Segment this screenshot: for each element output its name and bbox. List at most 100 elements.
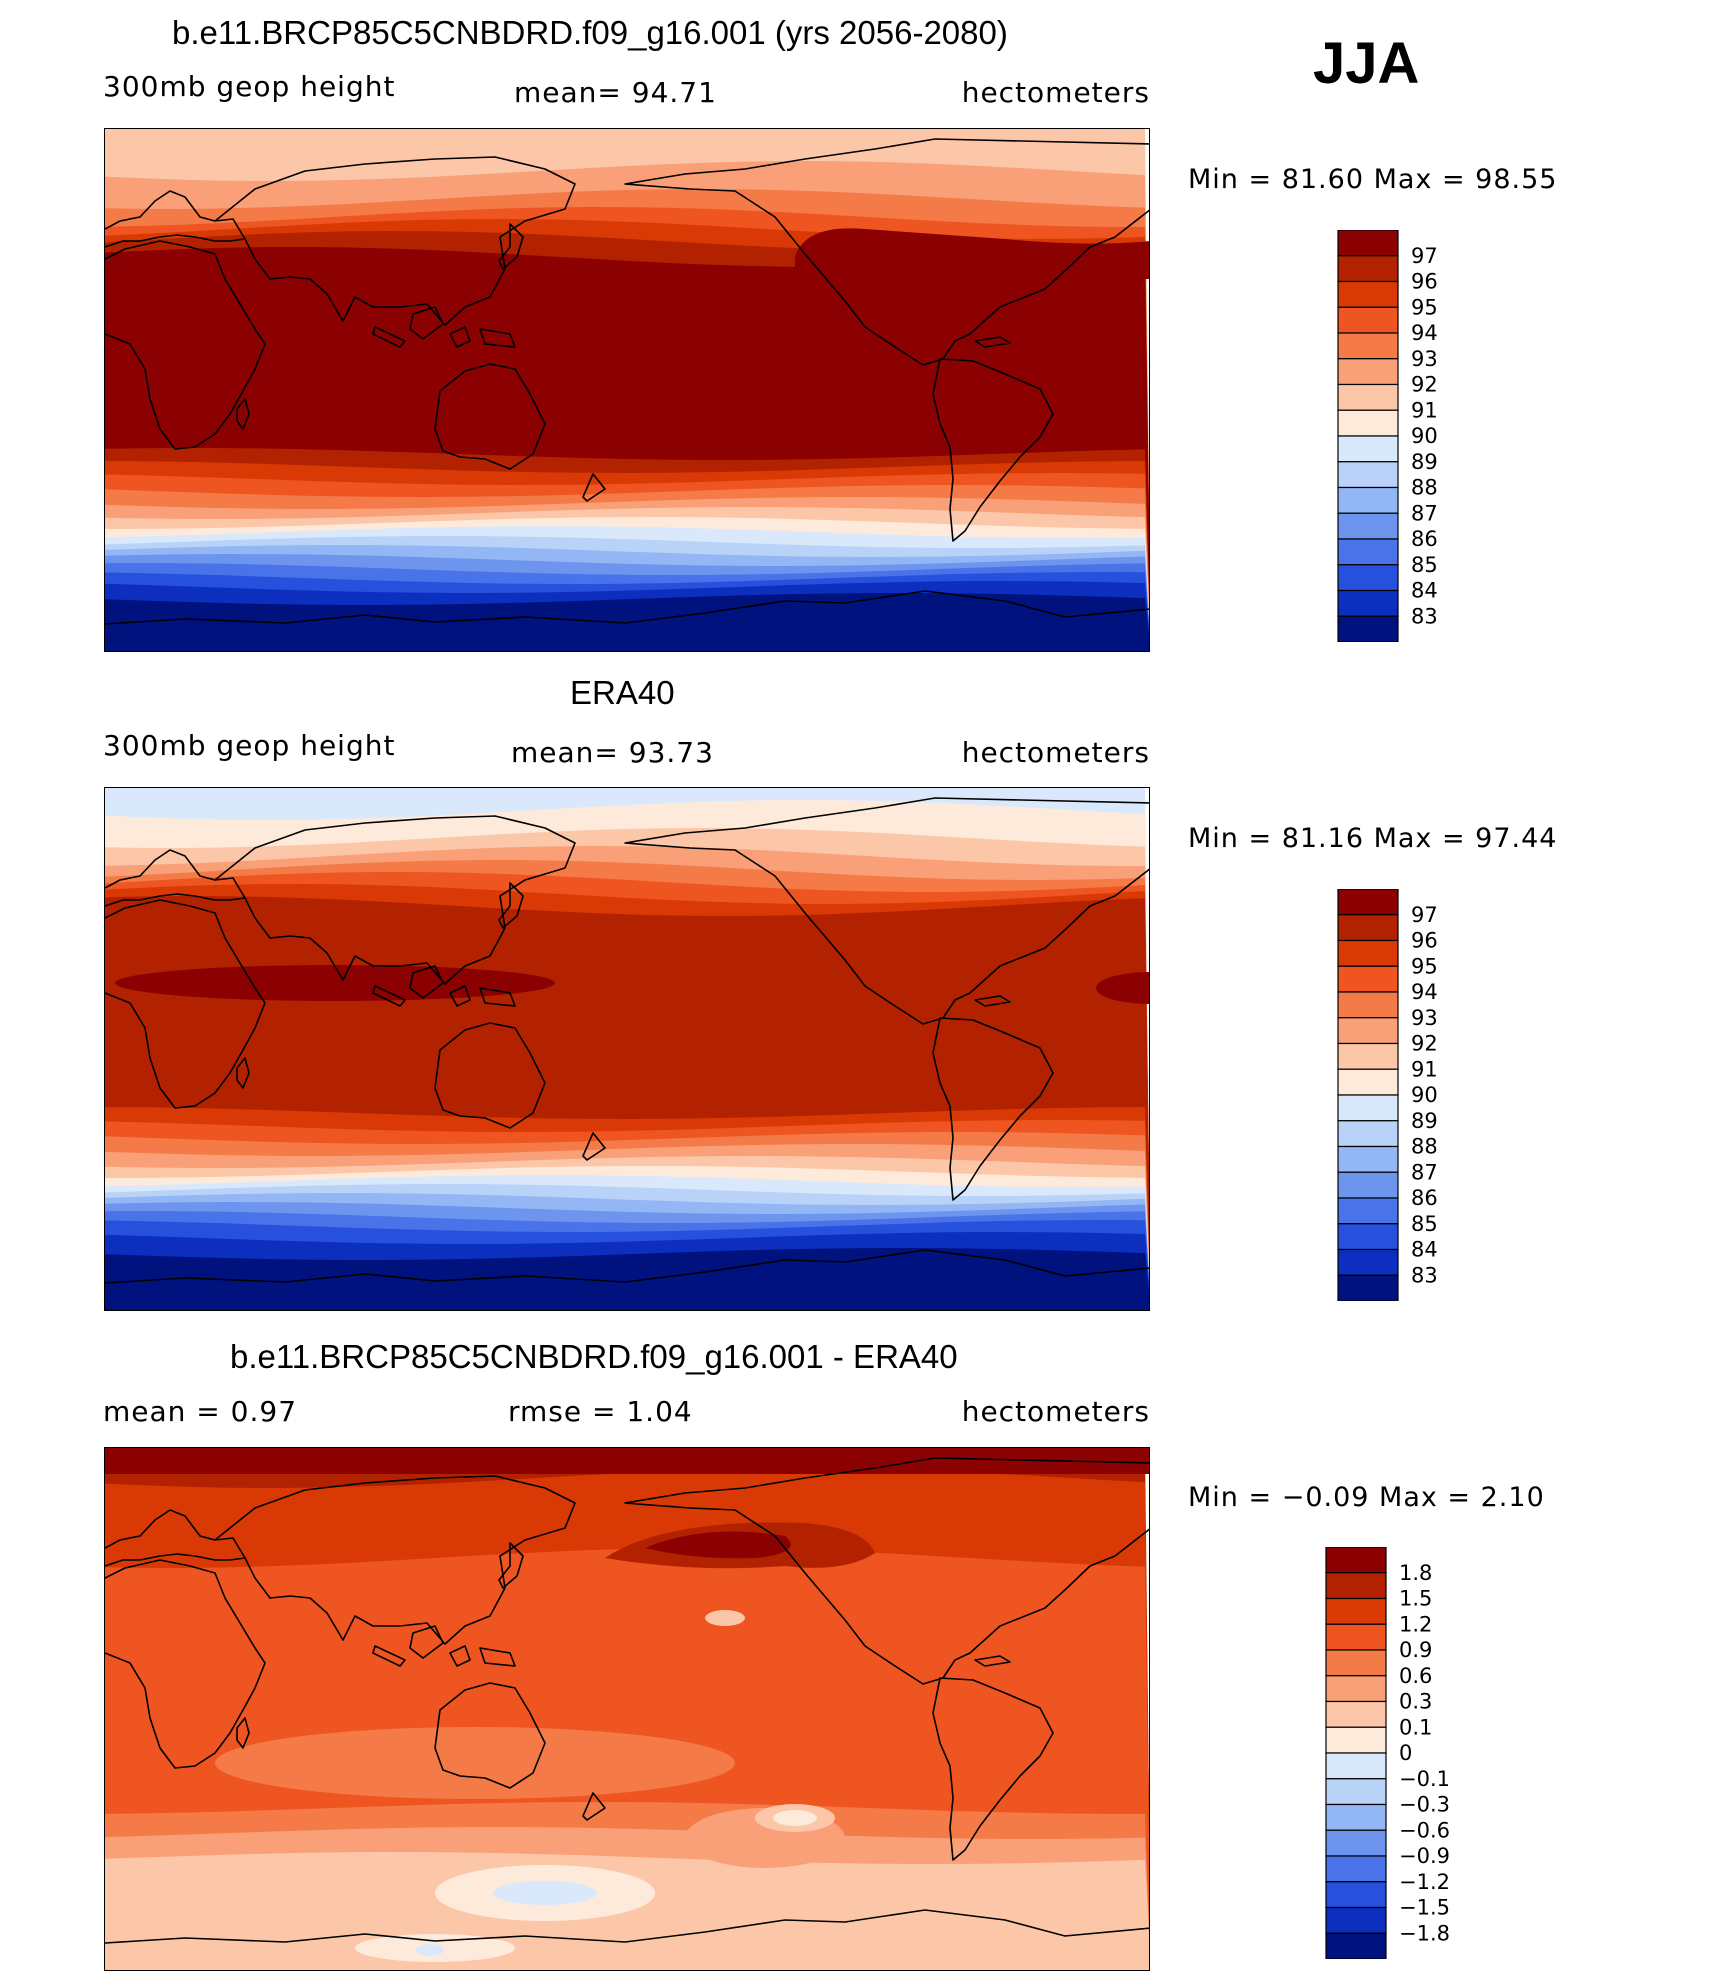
panel-2-title: ERA40 <box>570 674 675 711</box>
coastline <box>214 1475 576 1645</box>
coastline <box>409 965 444 999</box>
colorbar-swatch <box>1325 1881 1387 1909</box>
colorbar-swatch <box>1337 486 1399 514</box>
coastline <box>105 849 246 907</box>
coastline <box>449 1645 471 1667</box>
colorbar-label: 89 <box>1411 1109 1438 1133</box>
coastline <box>372 1645 406 1667</box>
coastline <box>479 328 516 348</box>
panel-1-colorbar: 97 96 95 94 93 92 91 90 89 88 87 86 85 84 83 <box>1337 229 1457 643</box>
colorbar-swatch <box>1325 1649 1387 1677</box>
colorbar-label: 86 <box>1411 1186 1438 1210</box>
panel-2-left-label: 300mb geop height <box>103 729 396 762</box>
contour-band <box>105 1448 1149 1474</box>
colorbar-swatch <box>1337 512 1399 540</box>
panel-1-map <box>104 128 1150 652</box>
colorbar-swatch <box>1337 589 1399 617</box>
coastline <box>372 326 406 348</box>
coastline <box>434 363 546 470</box>
panel-3-minmax: Min = −0.09 Max = 2.10 <box>1188 1482 1545 1513</box>
colorbar-label: 96 <box>1411 270 1438 294</box>
coastline <box>624 138 1149 366</box>
colorbar-label: 93 <box>1411 347 1438 371</box>
panel-3-units: hectometers <box>961 1395 1150 1428</box>
coastline <box>974 1655 1011 1667</box>
coastline <box>498 882 524 929</box>
colorbar-label: 1.8 <box>1399 1561 1432 1585</box>
colorbar-label: 90 <box>1411 424 1438 448</box>
season-label: JJA <box>1313 31 1420 96</box>
colorbar-swatch <box>1337 306 1399 334</box>
coastline <box>582 1132 606 1161</box>
coastline <box>434 1682 546 1789</box>
colorbar-swatch <box>1337 358 1399 386</box>
panel-2-mean: mean= 93.73 <box>511 736 714 769</box>
panel-3-rmse: rmse = 1.04 <box>508 1395 693 1428</box>
colorbar-label: 84 <box>1411 579 1438 603</box>
colorbar-label: 85 <box>1411 553 1438 577</box>
colorbar-swatch <box>1337 461 1399 489</box>
colorbar-swatch <box>1325 1546 1387 1574</box>
colorbar-label: 83 <box>1411 604 1438 628</box>
coastline <box>236 1717 250 1749</box>
coastline <box>624 1457 1149 1685</box>
colorbar-swatch <box>1337 1145 1399 1173</box>
coastline <box>624 797 1149 1025</box>
panel-2-minmax: Min = 81.16 Max = 97.44 <box>1188 823 1558 854</box>
colorbar-swatch <box>1325 1752 1387 1780</box>
coastline <box>105 1909 1149 1944</box>
colorbar-label: 89 <box>1411 450 1438 474</box>
colorbar-label: 0.3 <box>1399 1690 1432 1714</box>
colorbar-label: 95 <box>1411 295 1438 319</box>
coastline <box>932 1677 1054 1861</box>
colorbar-swatch <box>1337 409 1399 437</box>
colorbar-label: 87 <box>1411 501 1438 525</box>
colorbar-swatch <box>1325 1906 1387 1934</box>
coastline <box>974 995 1011 1007</box>
colorbar-swatch <box>1337 965 1399 993</box>
panel-3-mean: mean = 0.97 <box>103 1395 298 1428</box>
colorbar-label: 92 <box>1411 373 1438 397</box>
panel-3-map <box>104 1447 1150 1971</box>
coastline <box>105 240 266 450</box>
colorbar-label: 97 <box>1411 903 1438 927</box>
coastlines <box>105 797 1149 1284</box>
contour-band <box>705 1610 745 1626</box>
colorbar-label: 88 <box>1411 476 1438 500</box>
panel-1-minmax: Min = 81.60 Max = 98.55 <box>1188 164 1558 195</box>
coastline <box>372 985 406 1007</box>
colorbar-swatch <box>1337 914 1399 942</box>
colorbar-label: 0.1 <box>1399 1715 1432 1739</box>
colorbar-swatch <box>1337 435 1399 463</box>
coastline <box>498 223 524 270</box>
colorbar-label: 0.9 <box>1399 1638 1432 1662</box>
coastlines <box>105 138 1149 625</box>
colorbar-label: 91 <box>1411 1057 1438 1081</box>
colorbar-swatch <box>1337 991 1399 1019</box>
coastline <box>449 326 471 348</box>
colorbar-label: 85 <box>1411 1212 1438 1236</box>
coastline <box>582 1792 606 1821</box>
colorbar-swatch <box>1325 1803 1387 1831</box>
colorbar-swatch <box>1337 1223 1399 1251</box>
colorbar-label: 94 <box>1411 321 1438 345</box>
colorbar-label: 95 <box>1411 954 1438 978</box>
colorbar-swatch <box>1325 1726 1387 1754</box>
contour-band <box>493 1881 597 1905</box>
colorbar-label: 0 <box>1399 1741 1412 1765</box>
coastline <box>932 358 1054 542</box>
coastline <box>974 336 1011 348</box>
colorbar-swatch <box>1337 1042 1399 1070</box>
panel-2-units: hectometers <box>961 736 1150 769</box>
colorbar-label: 83 <box>1411 1263 1438 1287</box>
colorbar-swatch <box>1325 1572 1387 1600</box>
panel-1-left-label: 300mb geop height <box>103 70 396 103</box>
colorbar-swatch <box>1337 255 1399 283</box>
panel-1-title: b.e11.BRCP85C5CNBDRD.f09_g16.001 (yrs 20… <box>172 14 1008 51</box>
coastline <box>479 987 516 1007</box>
panel-1-mean: mean= 94.71 <box>514 76 717 109</box>
colorbar-label: 97 <box>1411 244 1438 268</box>
colorbar-label: 86 <box>1411 527 1438 551</box>
colorbar-label: −0.6 <box>1399 1818 1450 1842</box>
coastlines <box>105 1457 1149 1944</box>
